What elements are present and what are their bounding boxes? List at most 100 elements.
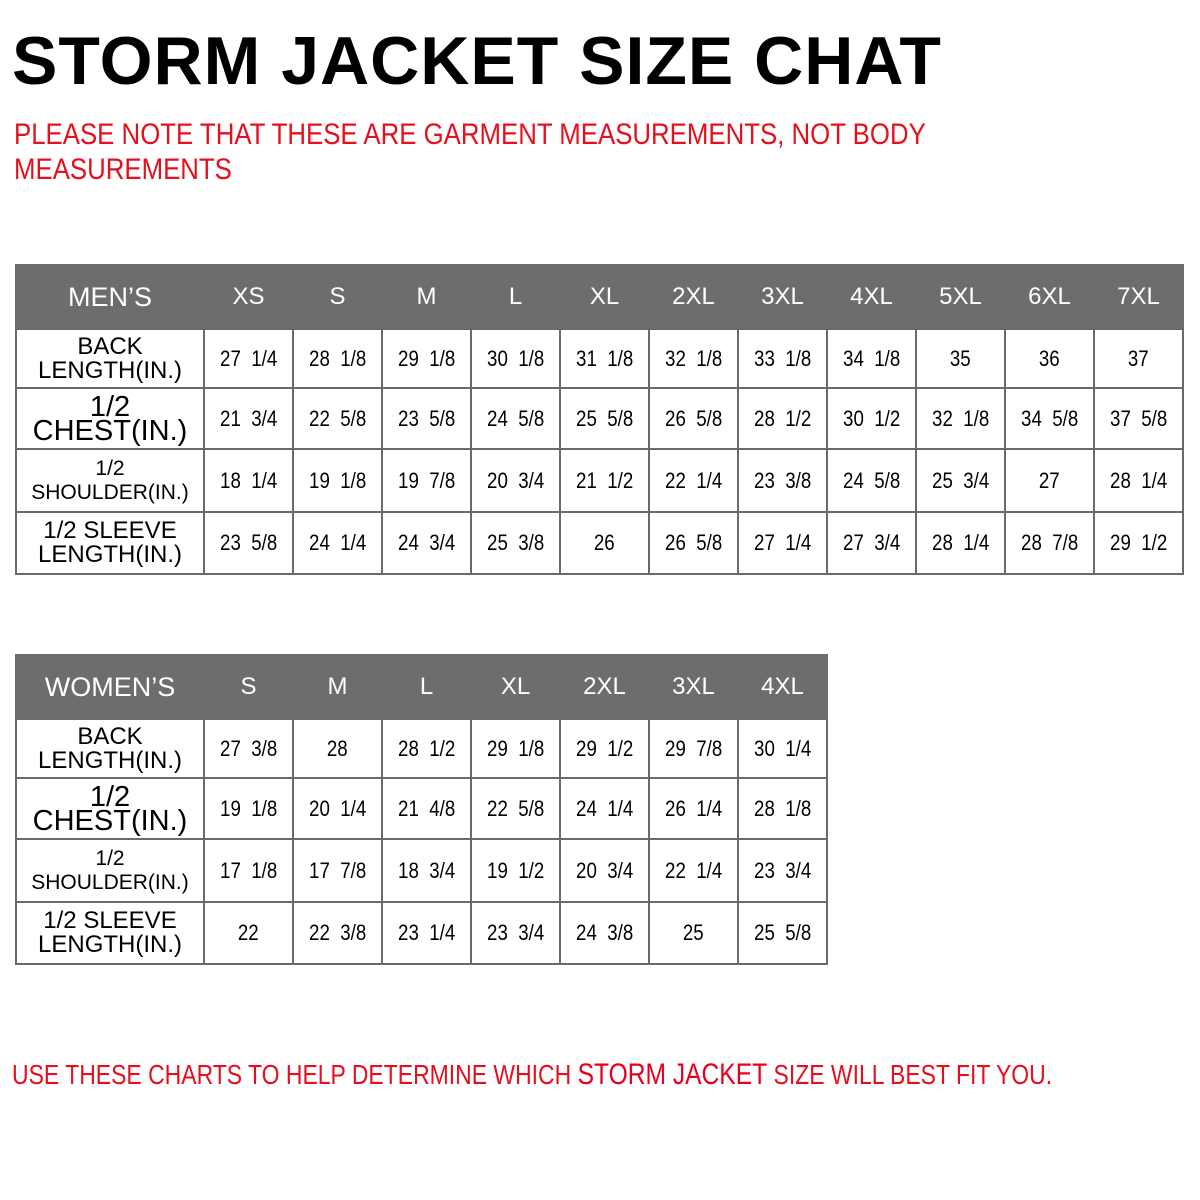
measurement-cell: 21 1/2: [559, 448, 650, 513]
measurement-cell: 28 1/2: [737, 387, 828, 450]
measurement-cell: 27 1/4: [737, 511, 828, 575]
size-header: XS: [203, 264, 294, 330]
size-header: L: [470, 264, 561, 330]
table-row: 1/2 CHEST(IN.) 19 1/8 20 1/4 21 4/8 22 5/8 24…: [15, 777, 828, 840]
measurement-cell: 28 1/8: [737, 777, 828, 840]
row-label: 1/2 SHOULDER(IN.): [15, 838, 205, 903]
size-header: 2XL: [559, 654, 650, 720]
row-label: 1/2 CHEST(IN.): [15, 387, 205, 450]
measurement-cell: 26: [559, 511, 650, 575]
measurement-cell: 21 4/8: [381, 777, 472, 840]
size-header: 3XL: [648, 654, 739, 720]
measurement-cell: 28 1/4: [1093, 448, 1184, 513]
measurement-cell: 29 1/8: [381, 328, 472, 389]
measurement-cell: 22 1/4: [648, 838, 739, 903]
measurement-cell: 19 7/8: [381, 448, 472, 513]
measurement-cell: 20 3/4: [559, 838, 650, 903]
measurement-cell: 27 3/4: [826, 511, 917, 575]
womens-size-table: WOMEN’S S M L XL 2XL 3XL 4XL BACK LENGTH(IN.) 27 …: [15, 654, 828, 965]
measurement-cell: 36: [1004, 328, 1095, 389]
footer-highlight: STORM JACKET: [577, 1058, 768, 1091]
measurement-cell: 23 3/8: [737, 448, 828, 513]
measurement-cell: 37: [1093, 328, 1184, 389]
size-header: 3XL: [737, 264, 828, 330]
measurement-cell: 34 5/8: [1004, 387, 1095, 450]
table-row: 1/2 CHEST(IN.) 21 3/4 22 5/8 23 5/8 24 5/8 25…: [15, 387, 1184, 450]
size-header: S: [203, 654, 294, 720]
measurement-cell: 28 7/8: [1004, 511, 1095, 575]
size-header: 6XL: [1004, 264, 1095, 330]
measurement-cell: 24 1/4: [559, 777, 650, 840]
size-header: S: [292, 264, 383, 330]
measurement-cell: 22 5/8: [470, 777, 561, 840]
page-title: STORM JACKET SIZE CHAT: [12, 23, 942, 99]
measurement-cell: 24 5/8: [826, 448, 917, 513]
measurement-cell: 33 1/8: [737, 328, 828, 389]
measurement-cell: 28 1/4: [915, 511, 1006, 575]
measurement-cell: 21 3/4: [203, 387, 294, 450]
measurement-cell: 27 1/4: [203, 328, 294, 389]
measurement-cell: 31 1/8: [559, 328, 650, 389]
row-label: 1/2 CHEST(IN.): [15, 777, 205, 840]
measurement-cell: 17 7/8: [292, 838, 383, 903]
measurement-cell: 30 1/4: [737, 718, 828, 779]
table-row: 1/2 SHOULDER(IN.) 18 1/4 19 1/8 19 7/8 20 3/…: [15, 448, 1184, 513]
size-header: L: [381, 654, 472, 720]
measurement-cell: 17 1/8: [203, 838, 294, 903]
measurement-cell: 28: [292, 718, 383, 779]
measurement-cell: 25 3/8: [470, 511, 561, 575]
measurement-cell: 26 1/4: [648, 777, 739, 840]
measurement-cell: 29 7/8: [648, 718, 739, 779]
measurement-cell: 23 3/4: [470, 901, 561, 965]
measurement-cell: 29 1/2: [559, 718, 650, 779]
measurement-cell: 24 1/4: [292, 511, 383, 575]
size-header: M: [292, 654, 383, 720]
measurement-cell: 27 3/8: [203, 718, 294, 779]
measurement-cell: 22: [203, 901, 294, 965]
header-row: MEN’S XS S M L XL 2XL 3XL 4XL 5XL 6XL 7XL: [15, 264, 1184, 330]
table-row: 1/2 SHOULDER(IN.) 17 1/8 17 7/8 18 3/4 19 1/…: [15, 838, 828, 903]
measurement-cell: 29 1/2: [1093, 511, 1184, 575]
header-row: WOMEN’S S M L XL 2XL 3XL 4XL: [15, 654, 828, 720]
measurement-cell: 22 3/8: [292, 901, 383, 965]
table-label: WOMEN’S: [15, 654, 205, 720]
measurement-cell: 22 1/4: [648, 448, 739, 513]
mens-size-table: MEN’S XS S M L XL 2XL 3XL 4XL 5XL 6XL 7XL BACK LENGT…: [15, 264, 1184, 575]
size-header: 4XL: [737, 654, 828, 720]
measurement-cell: 28 1/2: [381, 718, 472, 779]
measurement-cell: 32 1/8: [648, 328, 739, 389]
measurement-cell: 20 1/4: [292, 777, 383, 840]
measurement-cell: 25 3/4: [915, 448, 1006, 513]
size-header: XL: [470, 654, 561, 720]
footer-text-2: SIZE WILL BEST FIT YOU.: [767, 1059, 1053, 1090]
footer-text-1: USE THESE CHARTS TO HELP DETERMINE WHICH: [12, 1059, 578, 1090]
measurement-cell: 32 1/8: [915, 387, 1006, 450]
measurement-cell: 18 3/4: [381, 838, 472, 903]
measurement-cell: 26 5/8: [648, 511, 739, 575]
measurement-cell: 23 5/8: [203, 511, 294, 575]
measurement-cell: 26 5/8: [648, 387, 739, 450]
garment-note: PLEASE NOTE THAT THESE ARE GARMENT MEASU…: [14, 118, 926, 186]
measurement-cell: 34 1/8: [826, 328, 917, 389]
measurement-cell: 23 1/4: [381, 901, 472, 965]
measurement-cell: 30 1/8: [470, 328, 561, 389]
measurement-cell: 18 1/4: [203, 448, 294, 513]
row-label: BACK LENGTH(IN.): [15, 328, 205, 389]
table-row: BACK LENGTH(IN.) 27 1/4 28 1/8 29 1/8 30 1/8…: [15, 328, 1184, 389]
row-label: BACK LENGTH(IN.): [15, 718, 205, 779]
measurement-cell: 19 1/8: [292, 448, 383, 513]
measurement-cell: 20 3/4: [470, 448, 561, 513]
table-row: BACK LENGTH(IN.) 27 3/8 28 28 1/2 29 1/8 29 1…: [15, 718, 828, 779]
table-label: MEN’S: [15, 264, 205, 330]
size-header: 4XL: [826, 264, 917, 330]
table-row: 1/2 SLEEVE LENGTH(IN.) 23 5/8 24 1/4 24 3/4…: [15, 511, 1184, 575]
size-header: XL: [559, 264, 650, 330]
measurement-cell: 29 1/8: [470, 718, 561, 779]
size-header: M: [381, 264, 472, 330]
measurement-cell: 27: [1004, 448, 1095, 513]
measurement-cell: 25 5/8: [559, 387, 650, 450]
measurement-cell: 24 3/8: [559, 901, 650, 965]
measurement-cell: 19 1/8: [203, 777, 294, 840]
measurement-cell: 24 3/4: [381, 511, 472, 575]
measurement-cell: 28 1/8: [292, 328, 383, 389]
